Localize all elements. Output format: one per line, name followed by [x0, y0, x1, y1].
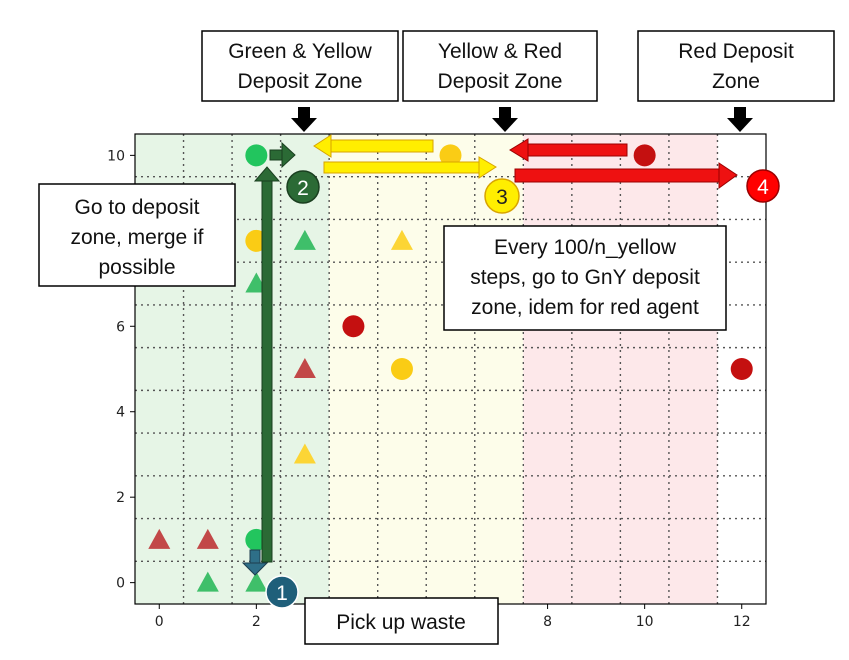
waste-triangle [148, 528, 171, 549]
yellow-return-arrow-left [313, 134, 434, 158]
go-to-deposit-note: Go to deposit zone, merge if possible [38, 183, 236, 287]
waste-circle [342, 315, 365, 338]
pick-up-note: Pick up waste [304, 597, 499, 645]
waste-circle [390, 358, 413, 380]
waste-pieces [148, 144, 753, 592]
carry-to-deposit-arrow-up [253, 166, 281, 563]
y-tick-label: 2 [116, 490, 125, 506]
step-badge-3: 3 [484, 178, 520, 214]
red-return-arrow-left [509, 138, 628, 162]
y-tick-label: 10 [107, 148, 125, 164]
every-steps-note: Every 100/n_yellow steps, go to GnY depo… [443, 225, 727, 331]
red-zone-line2: Zone [712, 70, 760, 93]
waste-triangle [293, 443, 316, 464]
y-tick-label: 4 [116, 405, 125, 421]
y-tick-label: 6 [116, 319, 125, 335]
waste-triangle [293, 229, 316, 250]
green-yellow-zone-line2: Deposit Zone [238, 70, 363, 93]
yellow-red-zone-label: Yellow & Red Deposit Zone [402, 30, 598, 102]
every-steps-line3: zone, idem for red agent [471, 296, 699, 319]
waste-circle [633, 144, 656, 167]
x-tick-label: 2 [252, 614, 261, 630]
pickup-arrow-down [241, 549, 269, 576]
step-badge-4: 4 [746, 169, 780, 203]
every-steps-line1: Every 100/n_yellow [494, 236, 677, 259]
red-carry-arrow-right [514, 162, 738, 189]
x-tick-label: 12 [733, 614, 751, 630]
red-zone-label: Red Deposit Zone [637, 30, 835, 102]
green-yellow-zone-label: Green & Yellow Deposit Zone [201, 30, 399, 102]
x-tick-label: 8 [543, 614, 552, 630]
go-to-deposit-line1: Go to deposit [75, 196, 200, 219]
step-badge-1: 1 [265, 575, 299, 609]
waste-triangle [196, 528, 219, 549]
waste-circle [730, 358, 753, 380]
waste-triangle [196, 571, 219, 592]
dotted-gridlines [135, 134, 766, 604]
go-to-deposit-line2: zone, merge if [70, 226, 203, 249]
yellow-red-zone-line2: Deposit Zone [438, 70, 563, 93]
step-badge-2-number: 2 [297, 177, 309, 200]
step-badge-1-number: 1 [276, 582, 288, 605]
waste-triangle [293, 358, 316, 378]
zone-pointer-arrows [291, 107, 753, 132]
go-to-deposit-line3: possible [98, 256, 175, 279]
yellow-carry-arrow-right [323, 156, 497, 179]
step-badge-3-number: 3 [496, 186, 508, 209]
waste-circle [439, 144, 462, 167]
waste-triangle [390, 229, 413, 250]
waste-triangle [245, 571, 268, 592]
y-tick-label: 0 [116, 576, 125, 592]
yellow-red-zone-line1: Yellow & Red [438, 40, 562, 63]
green-yellow-zone-line1: Green & Yellow [228, 40, 372, 63]
pick-up-text: Pick up waste [336, 611, 466, 634]
every-steps-line2: steps, go to GnY deposit [470, 266, 700, 289]
x-tick-label: 10 [636, 614, 654, 630]
step-badge-2: 2 [286, 170, 320, 204]
step-badge-4-number: 4 [757, 176, 769, 199]
x-tick-label: 0 [155, 614, 164, 630]
merge-green-arrow-right [269, 141, 296, 169]
red-zone-line1: Red Deposit [678, 40, 794, 63]
waste-circle [245, 144, 268, 167]
